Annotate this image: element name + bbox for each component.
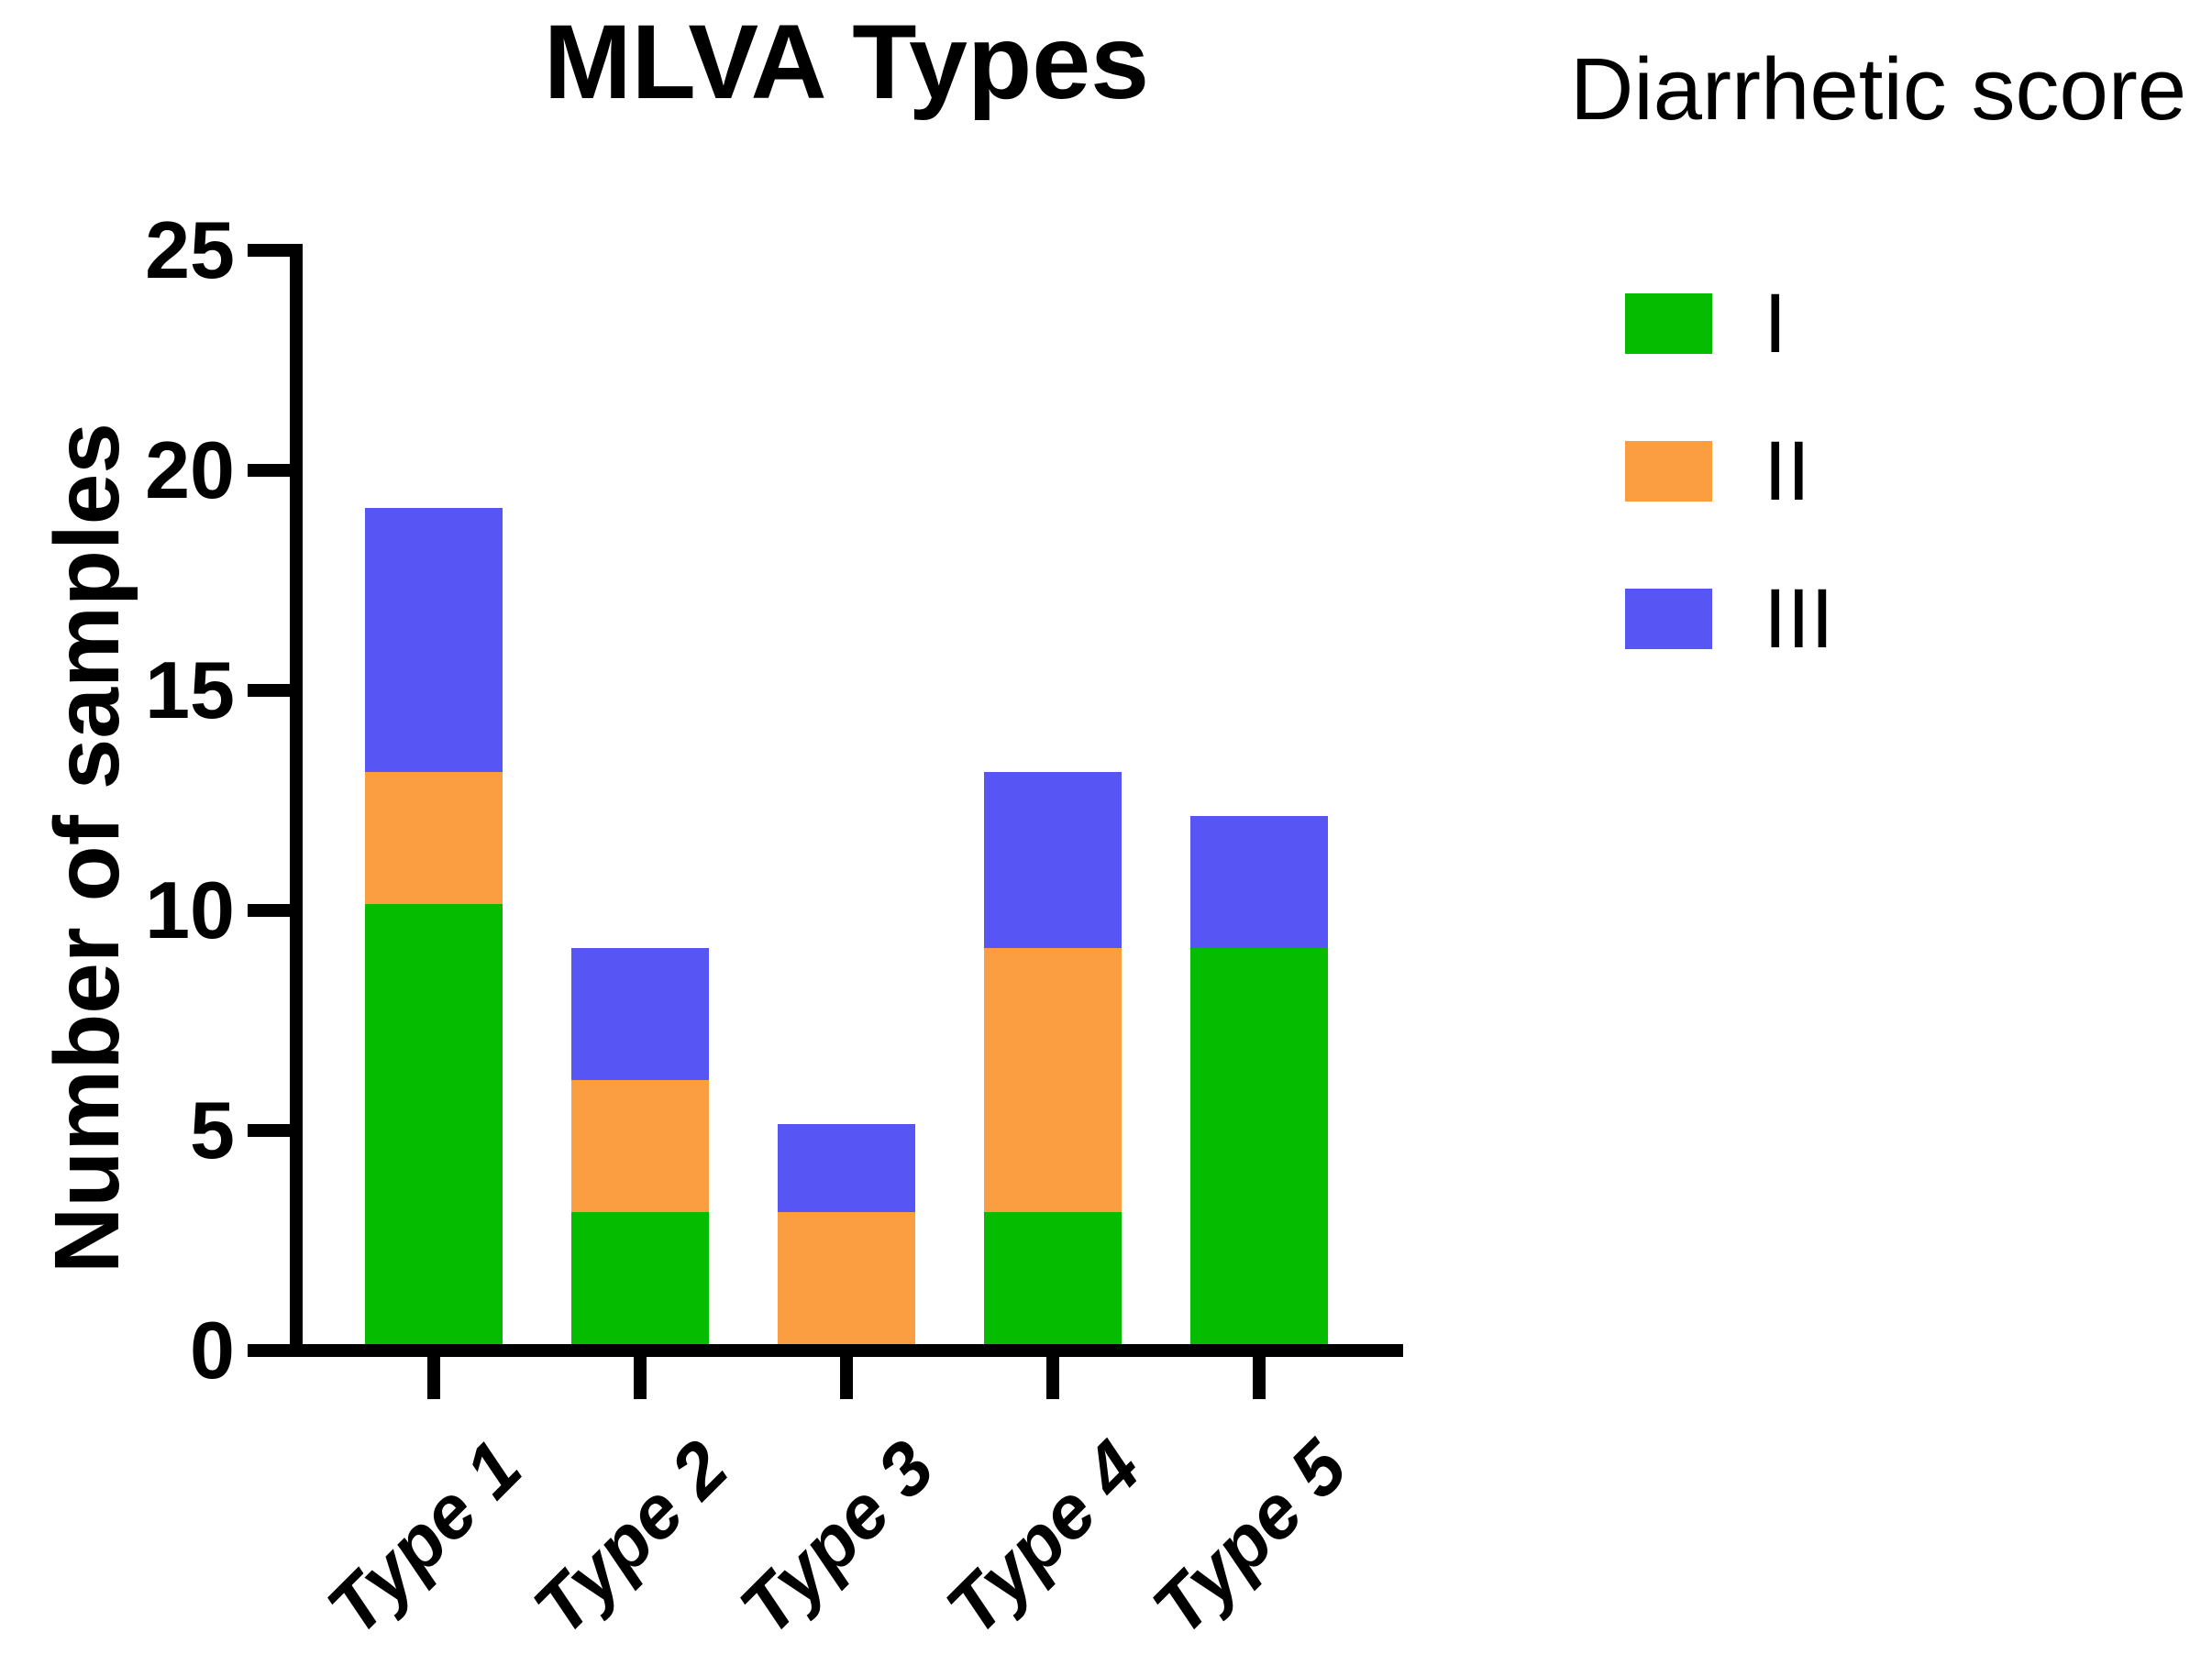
chart-title: MLVA Types	[543, 4, 1150, 121]
x-tick	[1253, 1357, 1266, 1399]
y-tick	[248, 244, 290, 257]
y-tick-label: 25	[145, 204, 235, 295]
y-tick-label: 15	[145, 645, 235, 735]
legend-item-label: II	[1764, 425, 1811, 518]
legend-title: Diarrhetic score	[1570, 40, 2187, 138]
y-tick	[248, 684, 290, 697]
bar-segment-i-type-2	[571, 1212, 709, 1344]
x-axis-line	[290, 1344, 1403, 1357]
bar-segment-iii-type-1	[365, 508, 503, 772]
y-axis-line	[290, 244, 303, 1357]
x-tick	[634, 1357, 647, 1399]
bar-segment-ii-type-2	[571, 1080, 709, 1212]
legend-item-label: I	[1764, 277, 1787, 370]
y-tick	[248, 1124, 290, 1137]
legend-swatch-ii	[1625, 441, 1712, 502]
bar-segment-iii-type-3	[778, 1124, 915, 1212]
bar-segment-ii-type-4	[984, 948, 1122, 1212]
y-tick	[248, 904, 290, 917]
bar-segment-ii-type-1	[365, 772, 503, 904]
y-tick-label: 0	[190, 1305, 235, 1395]
legend-swatch-i	[1625, 293, 1712, 354]
y-tick-label: 20	[145, 425, 235, 515]
bar-segment-iii-type-4	[984, 772, 1122, 948]
legend-item-label: III	[1764, 572, 1834, 666]
y-tick-label: 10	[145, 865, 235, 955]
bar-segment-ii-type-3	[778, 1212, 915, 1344]
bar-segment-iii-type-2	[571, 948, 709, 1080]
bar-segment-i-type-1	[365, 904, 503, 1344]
bar-segment-i-type-4	[984, 1212, 1122, 1344]
x-tick	[1046, 1357, 1059, 1399]
legend-swatch-iii	[1625, 589, 1712, 649]
y-tick	[248, 1344, 290, 1357]
bar-segment-i-type-5	[1190, 948, 1328, 1344]
y-tick	[248, 464, 290, 477]
x-tick	[427, 1357, 440, 1399]
y-tick-label: 5	[190, 1085, 235, 1175]
x-tick	[840, 1357, 853, 1399]
bar-segment-iii-type-5	[1190, 816, 1328, 948]
